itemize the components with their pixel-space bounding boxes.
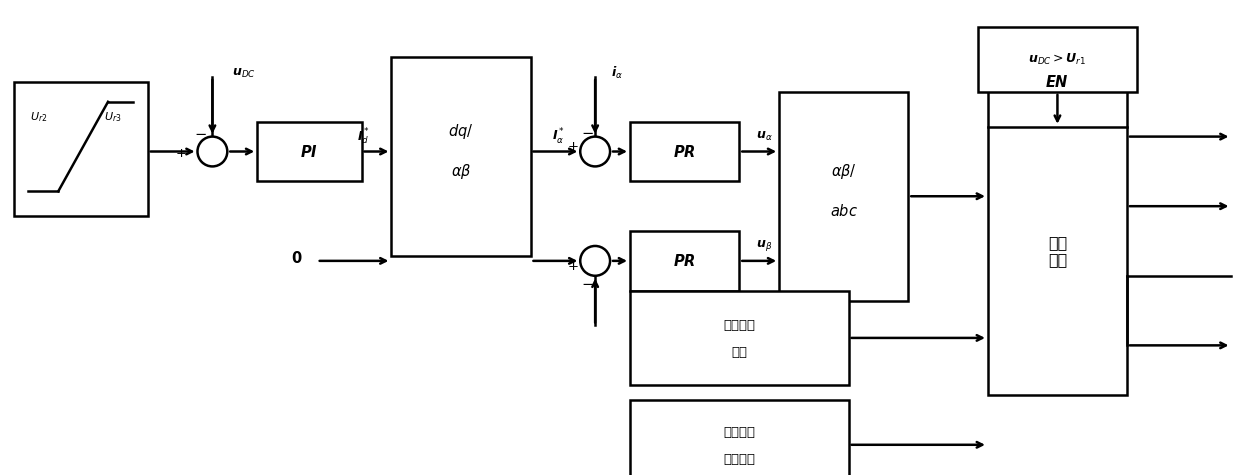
Bar	[779, 92, 909, 301]
Text: 环流抑制: 环流抑制	[723, 319, 755, 332]
Bar	[630, 291, 848, 385]
Circle shape	[197, 137, 227, 167]
Bar	[257, 122, 362, 181]
Bar	[630, 400, 848, 476]
Text: $\boldsymbol{EN}$: $\boldsymbol{EN}$	[1045, 74, 1069, 90]
Text: $\boldsymbol{i}_\alpha$: $\boldsymbol{i}_\alpha$	[611, 65, 622, 81]
Text: 脉冲
生产: 脉冲 生产	[1048, 235, 1068, 267]
Text: $-$: $-$	[580, 275, 594, 290]
Text: $\alpha\beta/$: $\alpha\beta/$	[831, 162, 857, 181]
Text: $U_{r2}$: $U_{r2}$	[30, 110, 47, 124]
Text: 控制: 控制	[732, 347, 748, 359]
Text: $dq/$: $dq/$	[448, 122, 474, 141]
Bar	[14, 82, 148, 216]
Text: $-$: $-$	[580, 124, 594, 139]
Text: 平衡控制: 平衡控制	[723, 453, 755, 466]
Text: $\boldsymbol{u}_\beta$: $\boldsymbol{u}_\beta$	[756, 238, 773, 253]
Circle shape	[580, 246, 610, 276]
Bar	[630, 231, 739, 291]
Text: $\boldsymbol{PI}$: $\boldsymbol{PI}$	[300, 143, 319, 159]
Text: $\boldsymbol{I}_\alpha^*$: $\boldsymbol{I}_\alpha^*$	[552, 127, 564, 147]
Text: $-$: $-$	[195, 125, 207, 140]
Text: $\boldsymbol{PR}$: $\boldsymbol{PR}$	[673, 143, 696, 159]
Text: $\alpha\beta$: $\alpha\beta$	[450, 162, 471, 181]
Bar	[978, 27, 1137, 92]
Text: $+$: $+$	[175, 147, 186, 160]
Text: $\boldsymbol{u}_{DC}$: $\boldsymbol{u}_{DC}$	[232, 67, 257, 79]
Text: $\boldsymbol{u}_{DC}{>}\boldsymbol{U}_{r1}$: $\boldsymbol{u}_{DC}{>}\boldsymbol{U}_{r…	[1028, 52, 1086, 67]
Text: $+$: $+$	[568, 260, 579, 273]
Bar	[630, 122, 739, 181]
Circle shape	[580, 137, 610, 167]
Text: $\boldsymbol{I}_d^*$: $\boldsymbol{I}_d^*$	[357, 127, 370, 147]
Text: $+$: $+$	[568, 140, 579, 153]
Text: $\boldsymbol{PR}$: $\boldsymbol{PR}$	[673, 253, 696, 269]
Text: $\boldsymbol{0}$: $\boldsymbol{0}$	[291, 250, 303, 266]
Text: $abc$: $abc$	[830, 203, 858, 219]
Text: 直流电压: 直流电压	[723, 426, 755, 439]
Text: $U_{r3}$: $U_{r3}$	[104, 110, 122, 124]
Bar	[392, 57, 531, 256]
Bar	[988, 37, 1127, 395]
Text: $\boldsymbol{u}_\alpha$: $\boldsymbol{u}_\alpha$	[756, 130, 773, 143]
